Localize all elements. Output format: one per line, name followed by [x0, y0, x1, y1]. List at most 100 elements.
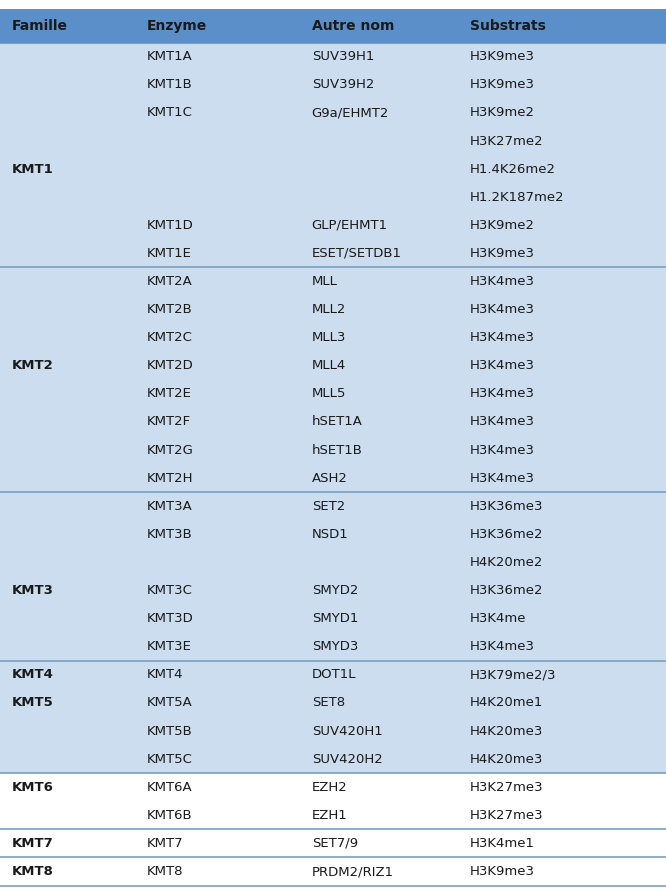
Text: Enzyme: Enzyme — [147, 19, 206, 33]
Text: H1.4K26me2: H1.4K26me2 — [470, 163, 555, 175]
Bar — [0, 604, 666, 633]
Text: hSET1B: hSET1B — [312, 443, 362, 457]
Text: SUV420H2: SUV420H2 — [312, 753, 382, 765]
Bar — [0, 324, 666, 352]
Text: KMT8: KMT8 — [11, 865, 53, 878]
Text: ESET/SETDB1: ESET/SETDB1 — [312, 247, 402, 260]
Text: H3K4me3: H3K4me3 — [470, 275, 535, 288]
Bar — [0, 211, 666, 239]
Text: KMT2H: KMT2H — [147, 472, 193, 485]
Text: H3K9me3: H3K9me3 — [470, 247, 535, 260]
Text: KMT2E: KMT2E — [147, 387, 191, 400]
Text: H3K4me3: H3K4me3 — [470, 416, 535, 428]
Text: KMT7: KMT7 — [147, 837, 183, 850]
Text: KMT2: KMT2 — [11, 360, 53, 372]
Bar — [0, 183, 666, 211]
Bar — [0, 745, 666, 773]
Text: KMT6A: KMT6A — [147, 781, 192, 794]
Text: KMT3B: KMT3B — [147, 528, 192, 541]
Text: KMT4: KMT4 — [11, 668, 53, 682]
Text: H3K4me3: H3K4me3 — [470, 303, 535, 316]
Text: H4K20me3: H4K20me3 — [470, 724, 543, 738]
Text: KMT1B: KMT1B — [147, 78, 192, 92]
Text: KMT1C: KMT1C — [147, 107, 192, 119]
Text: H3K9me2: H3K9me2 — [470, 219, 535, 231]
Bar — [0, 548, 666, 577]
Text: H3K36me3: H3K36me3 — [470, 500, 543, 513]
Text: H3K4me3: H3K4me3 — [470, 360, 535, 372]
Text: H3K4me3: H3K4me3 — [470, 443, 535, 457]
Text: H3K79me2/3: H3K79me2/3 — [470, 668, 556, 682]
Text: MLL4: MLL4 — [312, 360, 346, 372]
Text: SMYD3: SMYD3 — [312, 640, 358, 653]
Text: H3K9me3: H3K9me3 — [470, 50, 535, 63]
Bar — [0, 9, 666, 43]
Text: G9a/EHMT2: G9a/EHMT2 — [312, 107, 389, 119]
Text: KMT6B: KMT6B — [147, 809, 192, 821]
Text: SUV420H1: SUV420H1 — [312, 724, 382, 738]
Text: H3K36me2: H3K36me2 — [470, 528, 543, 541]
Text: KMT1D: KMT1D — [147, 219, 193, 231]
Bar — [0, 829, 666, 857]
Text: KMT8: KMT8 — [147, 865, 183, 878]
Text: H3K4me3: H3K4me3 — [470, 387, 535, 400]
Text: H4K20me3: H4K20me3 — [470, 753, 543, 765]
Text: KMT1E: KMT1E — [147, 247, 191, 260]
Text: KMT3A: KMT3A — [147, 500, 192, 513]
Text: KMT3D: KMT3D — [147, 612, 193, 625]
Text: KMT3E: KMT3E — [147, 640, 191, 653]
Text: Famille: Famille — [11, 19, 67, 33]
Text: SET7/9: SET7/9 — [312, 837, 358, 850]
Text: SUV39H1: SUV39H1 — [312, 50, 374, 63]
Text: EZH1: EZH1 — [312, 809, 348, 821]
Text: ASH2: ASH2 — [312, 472, 348, 485]
Text: KMT2F: KMT2F — [147, 416, 190, 428]
Bar — [0, 295, 666, 324]
Bar — [0, 689, 666, 717]
Text: SMYD1: SMYD1 — [312, 612, 358, 625]
Text: KMT2A: KMT2A — [147, 275, 192, 288]
Bar — [0, 71, 666, 99]
Text: KMT5: KMT5 — [11, 697, 53, 709]
Text: SUV39H2: SUV39H2 — [312, 78, 374, 92]
Text: KMT2C: KMT2C — [147, 331, 192, 344]
Text: KMT1: KMT1 — [11, 163, 53, 175]
Bar — [0, 380, 666, 408]
Text: KMT6: KMT6 — [11, 781, 53, 794]
Text: KMT7: KMT7 — [11, 837, 53, 850]
Text: GLP/EHMT1: GLP/EHMT1 — [312, 219, 388, 231]
Text: H3K27me3: H3K27me3 — [470, 781, 543, 794]
Text: SMYD2: SMYD2 — [312, 584, 358, 597]
Text: KMT5C: KMT5C — [147, 753, 192, 765]
Text: KMT4: KMT4 — [147, 668, 183, 682]
Text: H4K20me2: H4K20me2 — [470, 556, 543, 569]
Bar — [0, 352, 666, 380]
Text: H3K9me3: H3K9me3 — [470, 78, 535, 92]
Text: KMT2D: KMT2D — [147, 360, 193, 372]
Bar — [0, 268, 666, 295]
Text: MLL: MLL — [312, 275, 338, 288]
Bar — [0, 43, 666, 71]
Text: H4K20me1: H4K20me1 — [470, 697, 543, 709]
Bar — [0, 492, 666, 521]
Text: Autre nom: Autre nom — [312, 19, 394, 33]
Text: H3K4me3: H3K4me3 — [470, 640, 535, 653]
Text: H3K4me3: H3K4me3 — [470, 472, 535, 485]
Text: KMT1A: KMT1A — [147, 50, 192, 63]
Bar — [0, 465, 666, 492]
Text: H3K4me: H3K4me — [470, 612, 526, 625]
Bar — [0, 801, 666, 829]
Bar — [0, 239, 666, 268]
Text: DOT1L: DOT1L — [312, 668, 356, 682]
Text: KMT5B: KMT5B — [147, 724, 192, 738]
Text: MLL5: MLL5 — [312, 387, 346, 400]
Text: H3K9me3: H3K9me3 — [470, 865, 535, 878]
Text: SET2: SET2 — [312, 500, 345, 513]
Text: H3K27me3: H3K27me3 — [470, 809, 543, 821]
Bar — [0, 660, 666, 689]
Bar — [0, 99, 666, 127]
Bar — [0, 127, 666, 155]
Bar — [0, 857, 666, 886]
Text: H3K9me2: H3K9me2 — [470, 107, 535, 119]
Text: Substrats: Substrats — [470, 19, 545, 33]
